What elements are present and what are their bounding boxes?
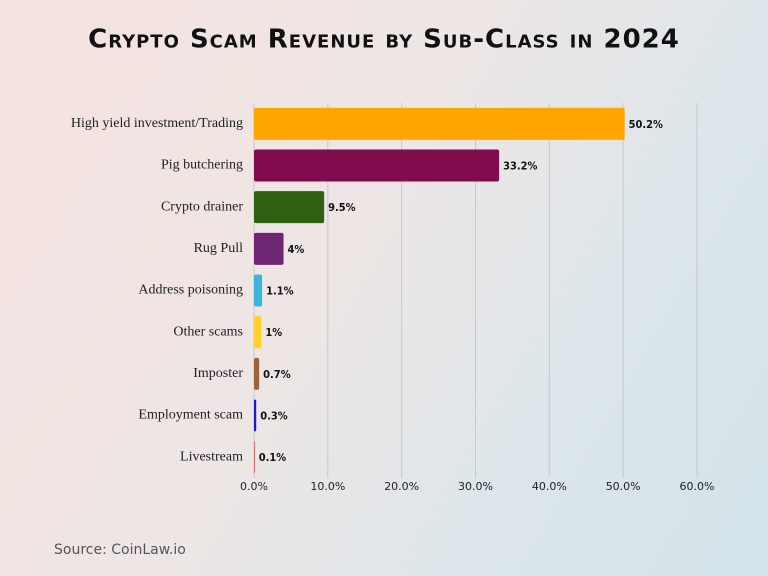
x-tick-label: 10.0% bbox=[310, 480, 345, 493]
value-label: 9.5% bbox=[328, 201, 356, 214]
value-label: 0.7% bbox=[263, 368, 291, 381]
bar bbox=[254, 149, 500, 182]
x-tick-label: 40.0% bbox=[532, 480, 567, 493]
y-tick-label: Rug Pull bbox=[194, 241, 244, 256]
y-tick-label: Crypto drainer bbox=[161, 199, 243, 214]
bar bbox=[254, 232, 284, 265]
bar bbox=[254, 441, 255, 474]
y-tick-label: Employment scam bbox=[138, 408, 243, 423]
value-label: 1.1% bbox=[266, 285, 294, 298]
y-tick-label: High yield investment/Trading bbox=[71, 116, 243, 131]
value-label: 4% bbox=[288, 243, 305, 256]
y-tick-label: Address poisoning bbox=[138, 283, 243, 298]
source: Source: CoinLaw.io bbox=[54, 542, 186, 558]
value-label: 0.3% bbox=[260, 410, 288, 423]
x-tick-label: 20.0% bbox=[384, 480, 419, 493]
y-tick-label: Imposter bbox=[193, 366, 243, 381]
y-tick-label: Livestream bbox=[180, 449, 243, 464]
chart-title: Crypto Scam Revenue by Sub-Class in 2024 bbox=[88, 25, 680, 55]
bar bbox=[254, 357, 260, 390]
value-label: 1% bbox=[265, 326, 282, 339]
bar bbox=[254, 191, 325, 224]
y-tick-label: Other scams bbox=[173, 324, 243, 339]
value-label: 33.2% bbox=[503, 160, 537, 173]
value-label: 0.1% bbox=[259, 451, 287, 464]
x-tick-label: 60.0% bbox=[680, 480, 715, 493]
bar bbox=[254, 399, 257, 432]
bar bbox=[254, 274, 263, 307]
bar bbox=[254, 107, 625, 140]
x-tick-label: 0.0% bbox=[240, 480, 268, 493]
y-tick-label: Pig butchering bbox=[161, 158, 243, 173]
value-label: 50.2% bbox=[629, 118, 663, 131]
x-tick-label: 50.0% bbox=[606, 480, 641, 493]
x-tick-label: 30.0% bbox=[458, 480, 493, 493]
bar bbox=[254, 316, 262, 349]
